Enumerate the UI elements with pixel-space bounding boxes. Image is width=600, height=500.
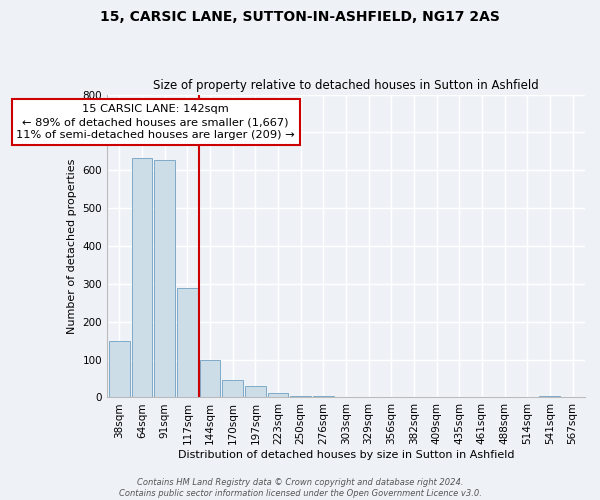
Bar [539,396,560,398]
Bar [268,393,289,398]
Y-axis label: Number of detached properties: Number of detached properties [67,158,77,334]
Bar [200,360,220,398]
Text: Contains HM Land Registry data © Crown copyright and database right 2024.
Contai: Contains HM Land Registry data © Crown c… [119,478,481,498]
Bar [177,288,198,398]
Bar [222,380,243,398]
Bar [154,160,175,398]
Bar [131,158,152,398]
Title: Size of property relative to detached houses in Sutton in Ashfield: Size of property relative to detached ho… [153,79,539,92]
Bar [290,396,311,398]
Bar [245,386,266,398]
X-axis label: Distribution of detached houses by size in Sutton in Ashfield: Distribution of detached houses by size … [178,450,514,460]
Bar [313,396,334,398]
Text: 15 CARSIC LANE: 142sqm
← 89% of detached houses are smaller (1,667)
11% of semi-: 15 CARSIC LANE: 142sqm ← 89% of detached… [16,104,295,141]
Bar [109,342,130,398]
Text: 15, CARSIC LANE, SUTTON-IN-ASHFIELD, NG17 2AS: 15, CARSIC LANE, SUTTON-IN-ASHFIELD, NG1… [100,10,500,24]
